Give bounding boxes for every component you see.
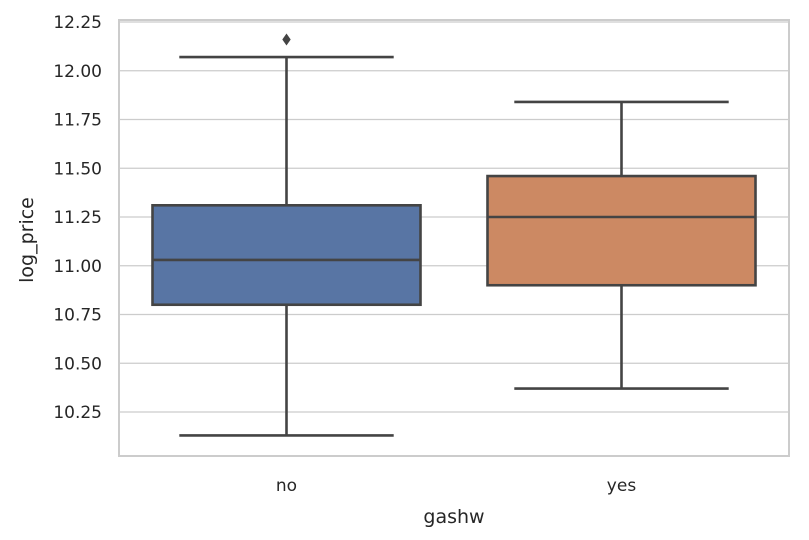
iqr-box — [486, 174, 757, 287]
plot-frame — [118, 19, 790, 457]
y-tick-label: 12.00 — [53, 62, 102, 82]
x-tick-labels: no yes — [276, 476, 636, 496]
box-layer — [151, 33, 757, 437]
box-no — [151, 33, 422, 437]
y-tick-labels: 10.25 10.50 10.75 11.00 11.25 11.50 11.75 12.00… — [53, 13, 102, 423]
y-tick-label: 11.00 — [53, 257, 102, 277]
y-tick-label: 11.25 — [53, 208, 102, 228]
iqr-box — [151, 204, 422, 307]
y-tick-label: 11.75 — [53, 111, 102, 131]
y-tick-label: 10.75 — [53, 306, 102, 326]
y-tick-label: 12.25 — [53, 13, 102, 33]
x-tick-label: yes — [607, 476, 637, 496]
y-axis-label: log_price — [16, 197, 38, 283]
y-tick-label: 11.50 — [53, 159, 102, 179]
y-tick-label: 10.25 — [53, 403, 102, 423]
outlier-point — [282, 33, 291, 46]
box-yes — [486, 100, 757, 390]
x-axis-label: gashw — [423, 506, 484, 528]
y-tick-label: 10.50 — [53, 354, 102, 374]
x-tick-label: no — [276, 476, 297, 496]
